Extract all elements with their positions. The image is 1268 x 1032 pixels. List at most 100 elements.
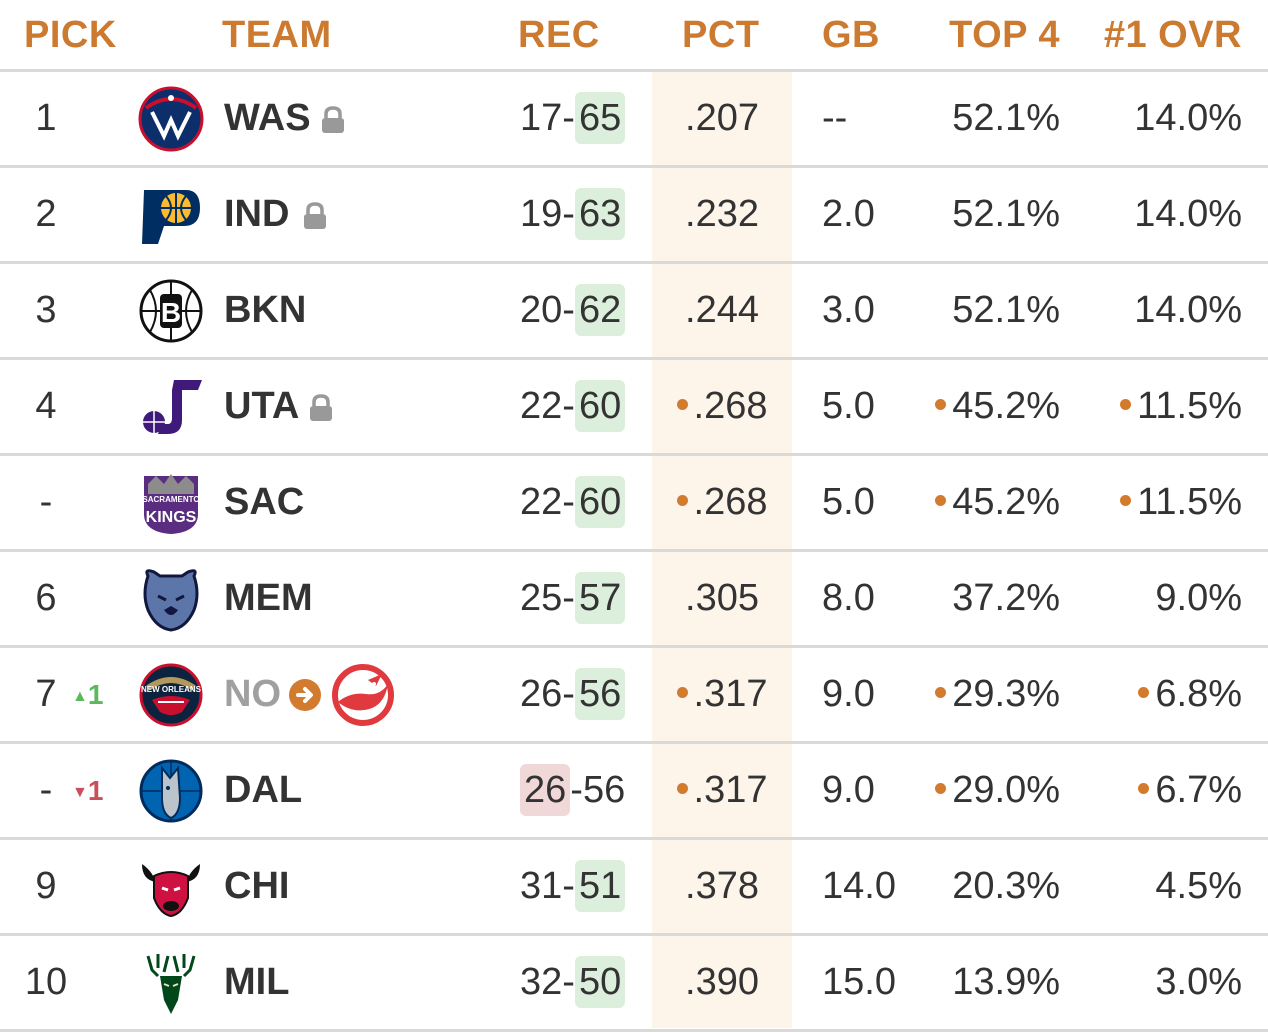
top4-odds: 52.1% bbox=[952, 289, 1060, 331]
lock-icon bbox=[308, 394, 334, 427]
win-percentage: .390 bbox=[685, 961, 759, 1003]
jazz-logo[interactable] bbox=[138, 374, 204, 440]
team-abbreviation[interactable]: WAS bbox=[224, 97, 311, 139]
table-row[interactable]: - SACRAMENTO KINGS SAC 22- 60 .268 5.0 45.2% 11.5… bbox=[0, 456, 1268, 552]
mavericks-logo[interactable] bbox=[138, 758, 204, 824]
pick-number: 9 bbox=[35, 865, 57, 907]
header-team[interactable]: TEAM bbox=[222, 14, 332, 56]
svg-text:NEW ORLEANS: NEW ORLEANS bbox=[141, 685, 202, 694]
header-pct[interactable]: PCT bbox=[682, 14, 760, 56]
pacers-logo[interactable] bbox=[138, 182, 204, 248]
nets-logo[interactable]: B bbox=[138, 278, 204, 344]
pick-number: 6 bbox=[35, 577, 57, 619]
win-percentage: .232 bbox=[685, 193, 759, 235]
first-overall-odds: 6.8% bbox=[1138, 648, 1242, 741]
kings-logo[interactable]: SACRAMENTO KINGS bbox=[138, 470, 204, 536]
win-percentage: .317 bbox=[652, 744, 792, 837]
table-row[interactable]: 6 MEM 25- 57 .305 8.0 37.2% 9.0% bbox=[0, 552, 1268, 648]
record: 20- 62 bbox=[520, 264, 626, 357]
record: 22- 60 bbox=[520, 456, 626, 549]
games-behind: 5.0 bbox=[822, 385, 875, 427]
tie-indicator bbox=[935, 783, 947, 795]
arrow-right-icon bbox=[288, 678, 322, 717]
table-row[interactable]: 9 CHI 31- 51 .378 14.0 20.3% 4.5% bbox=[0, 840, 1268, 936]
pick-number: 7 bbox=[35, 673, 57, 715]
table-row[interactable]: 1 WAS 17- 65 .207 -- 52.1% 14.0% bbox=[0, 72, 1268, 168]
games-behind: 8.0 bbox=[822, 577, 875, 619]
header-gb[interactable]: GB bbox=[822, 14, 880, 56]
wizards-logo[interactable] bbox=[138, 86, 204, 152]
table-row[interactable]: 7 ▲1 NEW ORLEANS NO 26- 56 .317 9.0 29.3% 6.8% bbox=[0, 648, 1268, 744]
svg-text:SACRAMENTO: SACRAMENTO bbox=[142, 495, 199, 504]
games-behind: 15.0 bbox=[822, 961, 896, 1003]
tie-indicator bbox=[676, 495, 688, 507]
tie-indicator bbox=[935, 399, 947, 411]
team-abbreviation[interactable]: UTA bbox=[224, 385, 300, 427]
first-overall-odds: 11.5% bbox=[1120, 456, 1242, 549]
bulls-logo[interactable] bbox=[138, 854, 204, 920]
wins: 26 bbox=[520, 764, 571, 816]
losses: 62 bbox=[574, 284, 626, 336]
team-abbreviation[interactable]: BKN bbox=[224, 289, 307, 331]
first-overall-odds: 14.0% bbox=[1134, 97, 1242, 139]
losses: 56 bbox=[582, 769, 626, 811]
first-overall-odds: 11.5% bbox=[1120, 360, 1242, 453]
losses: 60 bbox=[574, 476, 626, 528]
losses: 56 bbox=[574, 668, 626, 720]
top4-odds: 52.1% bbox=[952, 193, 1060, 235]
team-abbreviation[interactable]: MEM bbox=[224, 577, 313, 619]
table-row[interactable]: - ▼1 DAL 26 -56 .317 9.0 29.0% 6.7% bbox=[0, 744, 1268, 840]
team-abbreviation[interactable]: CHI bbox=[224, 865, 290, 907]
first-overall-odds: 6.7% bbox=[1138, 744, 1242, 837]
losses: 51 bbox=[574, 860, 626, 912]
table-header: PICK TEAM REC PCT GB TOP 4 #1 OVR bbox=[0, 0, 1268, 72]
pick-number: 10 bbox=[24, 961, 68, 1003]
header-pick[interactable]: PICK bbox=[24, 14, 117, 56]
win-percentage: .305 bbox=[685, 577, 759, 619]
losses: 60 bbox=[574, 380, 626, 432]
tie-indicator bbox=[1120, 399, 1132, 411]
table-row[interactable]: 10 MIL 32- 50 .390 15.0 13.9% 3.0% bbox=[0, 936, 1268, 1032]
wins: 20 bbox=[520, 289, 563, 331]
top4-odds: 45.2% bbox=[935, 360, 1060, 453]
team-abbreviation[interactable]: MIL bbox=[224, 961, 290, 1003]
record: 25- 57 bbox=[520, 552, 626, 645]
pick-number: 4 bbox=[35, 385, 57, 427]
losses: 50 bbox=[574, 956, 626, 1008]
team-abbreviation[interactable]: DAL bbox=[224, 769, 303, 811]
header-rec[interactable]: REC bbox=[518, 14, 600, 56]
pick-number: 3 bbox=[35, 289, 57, 331]
top4-odds: 45.2% bbox=[935, 456, 1060, 549]
bucks-logo[interactable] bbox=[138, 950, 204, 1016]
header-top4[interactable]: TOP 4 bbox=[949, 14, 1060, 56]
losses: 65 bbox=[574, 92, 626, 144]
grizzlies-logo[interactable] bbox=[138, 566, 204, 632]
record: 19- 63 bbox=[520, 168, 626, 261]
table-row[interactable]: 3 B BKN 20- 62 .244 3.0 52.1% 14.0% bbox=[0, 264, 1268, 360]
team-abbreviation[interactable]: IND bbox=[224, 193, 290, 235]
top4-odds: 37.2% bbox=[952, 577, 1060, 619]
header-ovr[interactable]: #1 OVR bbox=[1103, 14, 1242, 56]
record: 22- 60 bbox=[520, 360, 626, 453]
top4-odds: 13.9% bbox=[952, 961, 1060, 1003]
pick-number: - bbox=[39, 481, 53, 523]
team-abbreviation[interactable]: NO bbox=[224, 673, 281, 715]
wins: 31 bbox=[520, 865, 563, 907]
wins: 22 bbox=[520, 385, 563, 427]
pelicans-logo[interactable]: NEW ORLEANS bbox=[138, 662, 204, 728]
pick-number: - bbox=[39, 769, 53, 811]
table-row[interactable]: 2 IND 19- 63 .232 2.0 52.1% 14.0% bbox=[0, 168, 1268, 264]
win-percentage: .268 bbox=[652, 456, 792, 549]
wins: 19 bbox=[520, 193, 563, 235]
top4-odds: 29.3% bbox=[935, 648, 1060, 741]
games-behind: 2.0 bbox=[822, 193, 875, 235]
team-abbreviation[interactable]: SAC bbox=[224, 481, 305, 523]
tie-indicator bbox=[676, 687, 688, 699]
tie-indicator bbox=[1120, 495, 1132, 507]
wins: 26 bbox=[520, 673, 563, 715]
table-row[interactable]: 4 UTA 22- 60 .268 5.0 45.2% 11.5% bbox=[0, 360, 1268, 456]
lock-icon bbox=[320, 106, 346, 139]
hawks-logo[interactable] bbox=[330, 662, 396, 728]
top4-odds: 20.3% bbox=[952, 865, 1060, 907]
